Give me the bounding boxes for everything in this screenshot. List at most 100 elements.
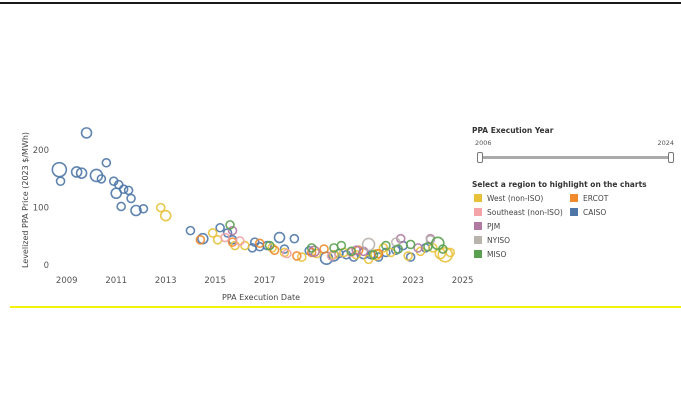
data-point[interactable] xyxy=(279,244,290,254)
legend-swatch xyxy=(474,194,482,202)
data-point[interactable] xyxy=(70,166,83,178)
legend-label: CAISO xyxy=(583,208,607,217)
x-tick-label: 2021 xyxy=(353,276,375,286)
data-point[interactable] xyxy=(126,193,136,204)
data-point[interactable] xyxy=(445,247,456,258)
data-point[interactable] xyxy=(292,251,302,261)
legend-label: West (non-ISO) xyxy=(487,194,544,203)
legend-item-caiso[interactable]: CAISO xyxy=(570,208,606,218)
data-point[interactable] xyxy=(346,246,357,257)
data-point[interactable] xyxy=(403,251,413,261)
x-tick-label: 2019 xyxy=(303,276,325,286)
top-divider xyxy=(0,2,681,4)
data-point[interactable] xyxy=(264,240,275,251)
legend-item-nyiso[interactable]: NYISO xyxy=(474,236,510,246)
data-point[interactable] xyxy=(296,252,307,262)
data-point[interactable] xyxy=(225,220,235,230)
data-point[interactable] xyxy=(393,244,404,254)
data-point[interactable] xyxy=(336,240,347,251)
data-point[interactable] xyxy=(267,243,277,253)
data-point[interactable] xyxy=(195,235,206,245)
data-point[interactable] xyxy=(254,238,265,249)
legend-swatch xyxy=(570,194,578,202)
data-point[interactable] xyxy=(289,233,300,244)
legend-item-southeast-non-iso[interactable]: Southeast (non-ISO) xyxy=(474,208,563,218)
legend-swatch xyxy=(570,208,578,216)
y-tick-label: 200 xyxy=(33,146,49,156)
data-point[interactable] xyxy=(207,228,218,238)
data-point[interactable] xyxy=(215,222,225,233)
year-filter-title: PPA Execution Year xyxy=(472,126,554,135)
x-axis: 2009 2011 2013 2015 2017 2019 2021 2023 2025 xyxy=(56,276,473,286)
legend-item-ercot[interactable]: ERCOT xyxy=(570,194,608,204)
legend-swatch xyxy=(474,236,482,244)
series-southeast-non-iso xyxy=(220,232,357,261)
year-slider-labels: 2006 2024 xyxy=(472,139,677,149)
x-tick-label: 2009 xyxy=(56,276,78,286)
data-point[interactable] xyxy=(319,244,329,254)
data-point[interactable] xyxy=(413,243,423,253)
data-point[interactable] xyxy=(437,246,454,263)
legend-label: NYISO xyxy=(487,236,511,245)
data-point[interactable] xyxy=(123,185,134,196)
data-point[interactable] xyxy=(155,202,166,213)
legend-swatch xyxy=(474,222,482,230)
data-point[interactable] xyxy=(381,240,391,251)
legend-item-west-non-iso[interactable]: West (non-ISO) xyxy=(474,194,543,204)
data-point[interactable] xyxy=(282,248,292,259)
data-point[interactable] xyxy=(361,237,376,252)
x-tick-label: 2017 xyxy=(254,276,276,286)
data-point[interactable] xyxy=(240,240,250,251)
x-tick-label: 2015 xyxy=(204,276,226,286)
series-miso xyxy=(225,220,448,260)
data-point[interactable] xyxy=(75,167,88,179)
data-point[interactable] xyxy=(386,247,396,258)
data-point[interactable] xyxy=(431,236,445,251)
year-slider-max-handle[interactable] xyxy=(668,152,674,163)
data-point[interactable] xyxy=(437,244,448,254)
data-point[interactable] xyxy=(373,248,384,259)
year-slider-track[interactable] xyxy=(480,156,672,159)
data-point[interactable] xyxy=(306,243,317,253)
legend-label: MISO xyxy=(487,250,507,259)
data-point[interactable] xyxy=(185,225,196,236)
data-point[interactable] xyxy=(368,249,379,260)
legend-swatch xyxy=(474,250,482,258)
data-points xyxy=(51,127,456,266)
legend-item-pjm[interactable]: PJM xyxy=(474,222,500,232)
data-point[interactable] xyxy=(55,176,66,186)
data-point[interactable] xyxy=(311,248,322,259)
legend-label: ERCOT xyxy=(583,194,609,203)
year-slider-min-handle[interactable] xyxy=(477,152,483,163)
data-point[interactable] xyxy=(138,203,149,214)
data-point[interactable] xyxy=(118,184,129,195)
data-point[interactable] xyxy=(101,157,112,168)
data-point[interactable] xyxy=(405,239,416,250)
data-point[interactable] xyxy=(130,204,142,217)
legend-label: PJM xyxy=(487,222,501,231)
data-point[interactable] xyxy=(227,225,238,236)
data-point[interactable] xyxy=(159,209,172,222)
data-point[interactable] xyxy=(373,252,384,262)
legend-item-miso[interactable]: MISO xyxy=(474,250,506,260)
data-point[interactable] xyxy=(378,243,389,253)
x-tick-label: 2011 xyxy=(105,276,127,286)
data-point[interactable] xyxy=(80,127,93,139)
y-tick-label: 100 xyxy=(33,204,49,214)
data-point[interactable] xyxy=(51,161,68,178)
filter-panel: PPA Execution Year 2006 2024 Select a re… xyxy=(472,126,677,259)
data-point[interactable] xyxy=(423,241,433,252)
data-point[interactable] xyxy=(273,231,286,244)
region-legend-title: Select a region to highlight on the char… xyxy=(472,180,647,189)
y-axis: 0 100 200 xyxy=(33,146,49,271)
x-tick-label: 2025 xyxy=(452,276,474,286)
x-tick-label: 2013 xyxy=(155,276,177,286)
x-axis-title: PPA Execution Date xyxy=(222,293,300,302)
data-point[interactable] xyxy=(220,232,230,243)
data-point[interactable] xyxy=(116,201,126,212)
data-point[interactable] xyxy=(96,174,107,184)
data-point[interactable] xyxy=(235,236,245,246)
y-axis-title: Levelized PPA Price (2023 $/MWh) xyxy=(21,132,30,268)
bottom-divider xyxy=(10,306,681,308)
